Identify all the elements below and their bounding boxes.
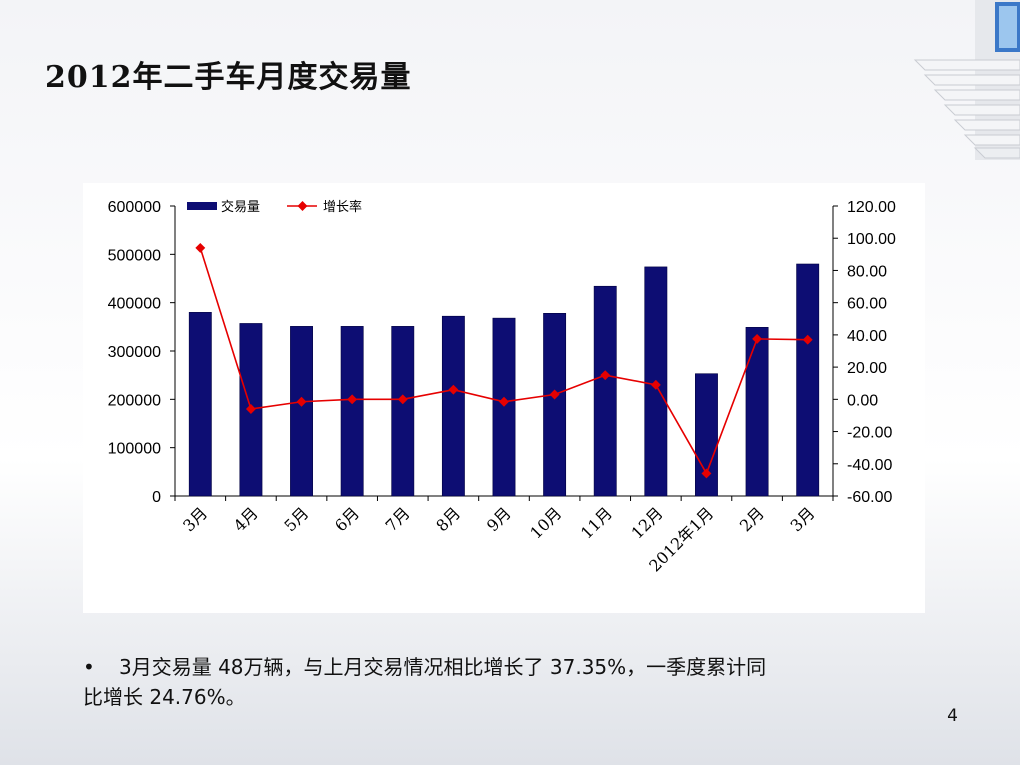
right-axis-tick-label: -60.00	[847, 489, 892, 506]
line-point	[448, 384, 459, 395]
bar	[695, 373, 718, 497]
x-axis-tick-label: 8月	[432, 503, 464, 535]
summary-bullet: • 3月交易量 48万辆，与上月交易情况相比增长了 37.35%，一季度累计同 比…	[83, 652, 943, 712]
x-axis-tick-label: 5月	[280, 503, 312, 535]
bar	[543, 313, 567, 497]
bar	[290, 326, 313, 497]
bar	[340, 326, 364, 497]
x-axis-tick-label: 11月	[577, 503, 616, 542]
line-point	[347, 394, 358, 405]
legend-swatch-marker	[297, 201, 308, 211]
x-axis-tick-label: 7月	[382, 503, 414, 535]
bar	[441, 315, 465, 497]
bullet-marker: •	[83, 655, 95, 679]
line-point	[195, 242, 206, 253]
bullet-text-line1: 3月交易量 48万辆，与上月交易情况相比增长了 37.35%，一季度累计同	[119, 655, 767, 679]
line-point	[701, 468, 712, 479]
x-axis-tick-label: 9月	[483, 503, 515, 535]
legend-label-line: 增长率	[323, 199, 362, 215]
right-axis-tick-label: 20.00	[847, 360, 887, 377]
right-axis-tick-label: 0.00	[847, 392, 878, 409]
x-axis-tick-label: 12月	[628, 503, 667, 542]
left-axis-tick-label: 300000	[108, 344, 161, 361]
left-axis-tick-label: 500000	[108, 247, 161, 264]
bullet-text-line2: 比增长 24.76%。	[83, 685, 246, 709]
left-axis-tick-label: 400000	[108, 296, 161, 313]
bar	[593, 285, 617, 497]
right-axis-tick-label: -20.00	[847, 425, 892, 442]
page-number: 4	[947, 706, 958, 726]
right-axis-tick-label: -40.00	[847, 457, 892, 474]
right-axis-tick-label: 80.00	[847, 263, 887, 280]
right-axis-tick-label: 120.00	[847, 199, 896, 216]
x-axis-tick-label: 3月	[787, 503, 819, 535]
x-axis-tick-label: 10月	[526, 503, 565, 542]
line-point	[752, 333, 763, 344]
legend-label-bar: 交易量	[221, 199, 260, 215]
left-axis-tick-label: 0	[152, 489, 161, 506]
line-point	[245, 404, 256, 414]
line-point	[650, 379, 661, 390]
x-axis-tick-label: 2月	[736, 503, 768, 535]
bar	[796, 263, 820, 497]
bar	[745, 327, 769, 497]
line-point	[397, 394, 408, 405]
right-axis-tick-label: 60.00	[847, 296, 887, 313]
bar	[188, 312, 212, 497]
chart-panel: 0 100000 200000 300000 400000 500000 600000 -60…	[83, 183, 925, 613]
x-axis-tick-label: 4月	[230, 503, 262, 535]
left-axis-tick-label: 100000	[108, 441, 161, 458]
staircase-decoration-icon	[913, 0, 1020, 160]
x-axis-tick-label: 6月	[331, 503, 363, 535]
bar	[391, 326, 415, 497]
legend-swatch-bar	[187, 202, 217, 210]
slide-title: 2012年二手车月度交易量	[45, 60, 412, 95]
bar	[492, 317, 516, 497]
line-point	[600, 370, 611, 381]
right-axis-tick-label: 100.00	[847, 231, 896, 248]
right-axis-tick-label: 40.00	[847, 328, 887, 345]
left-axis-tick-label: 200000	[108, 392, 161, 409]
x-axis-tick-label: 3月	[179, 503, 211, 535]
line-point	[296, 396, 307, 407]
left-axis-tick-label: 600000	[108, 199, 161, 216]
line-point	[802, 334, 813, 345]
combo-chart: 0 100000 200000 300000 400000 500000 600000 -60…	[108, 199, 896, 575]
